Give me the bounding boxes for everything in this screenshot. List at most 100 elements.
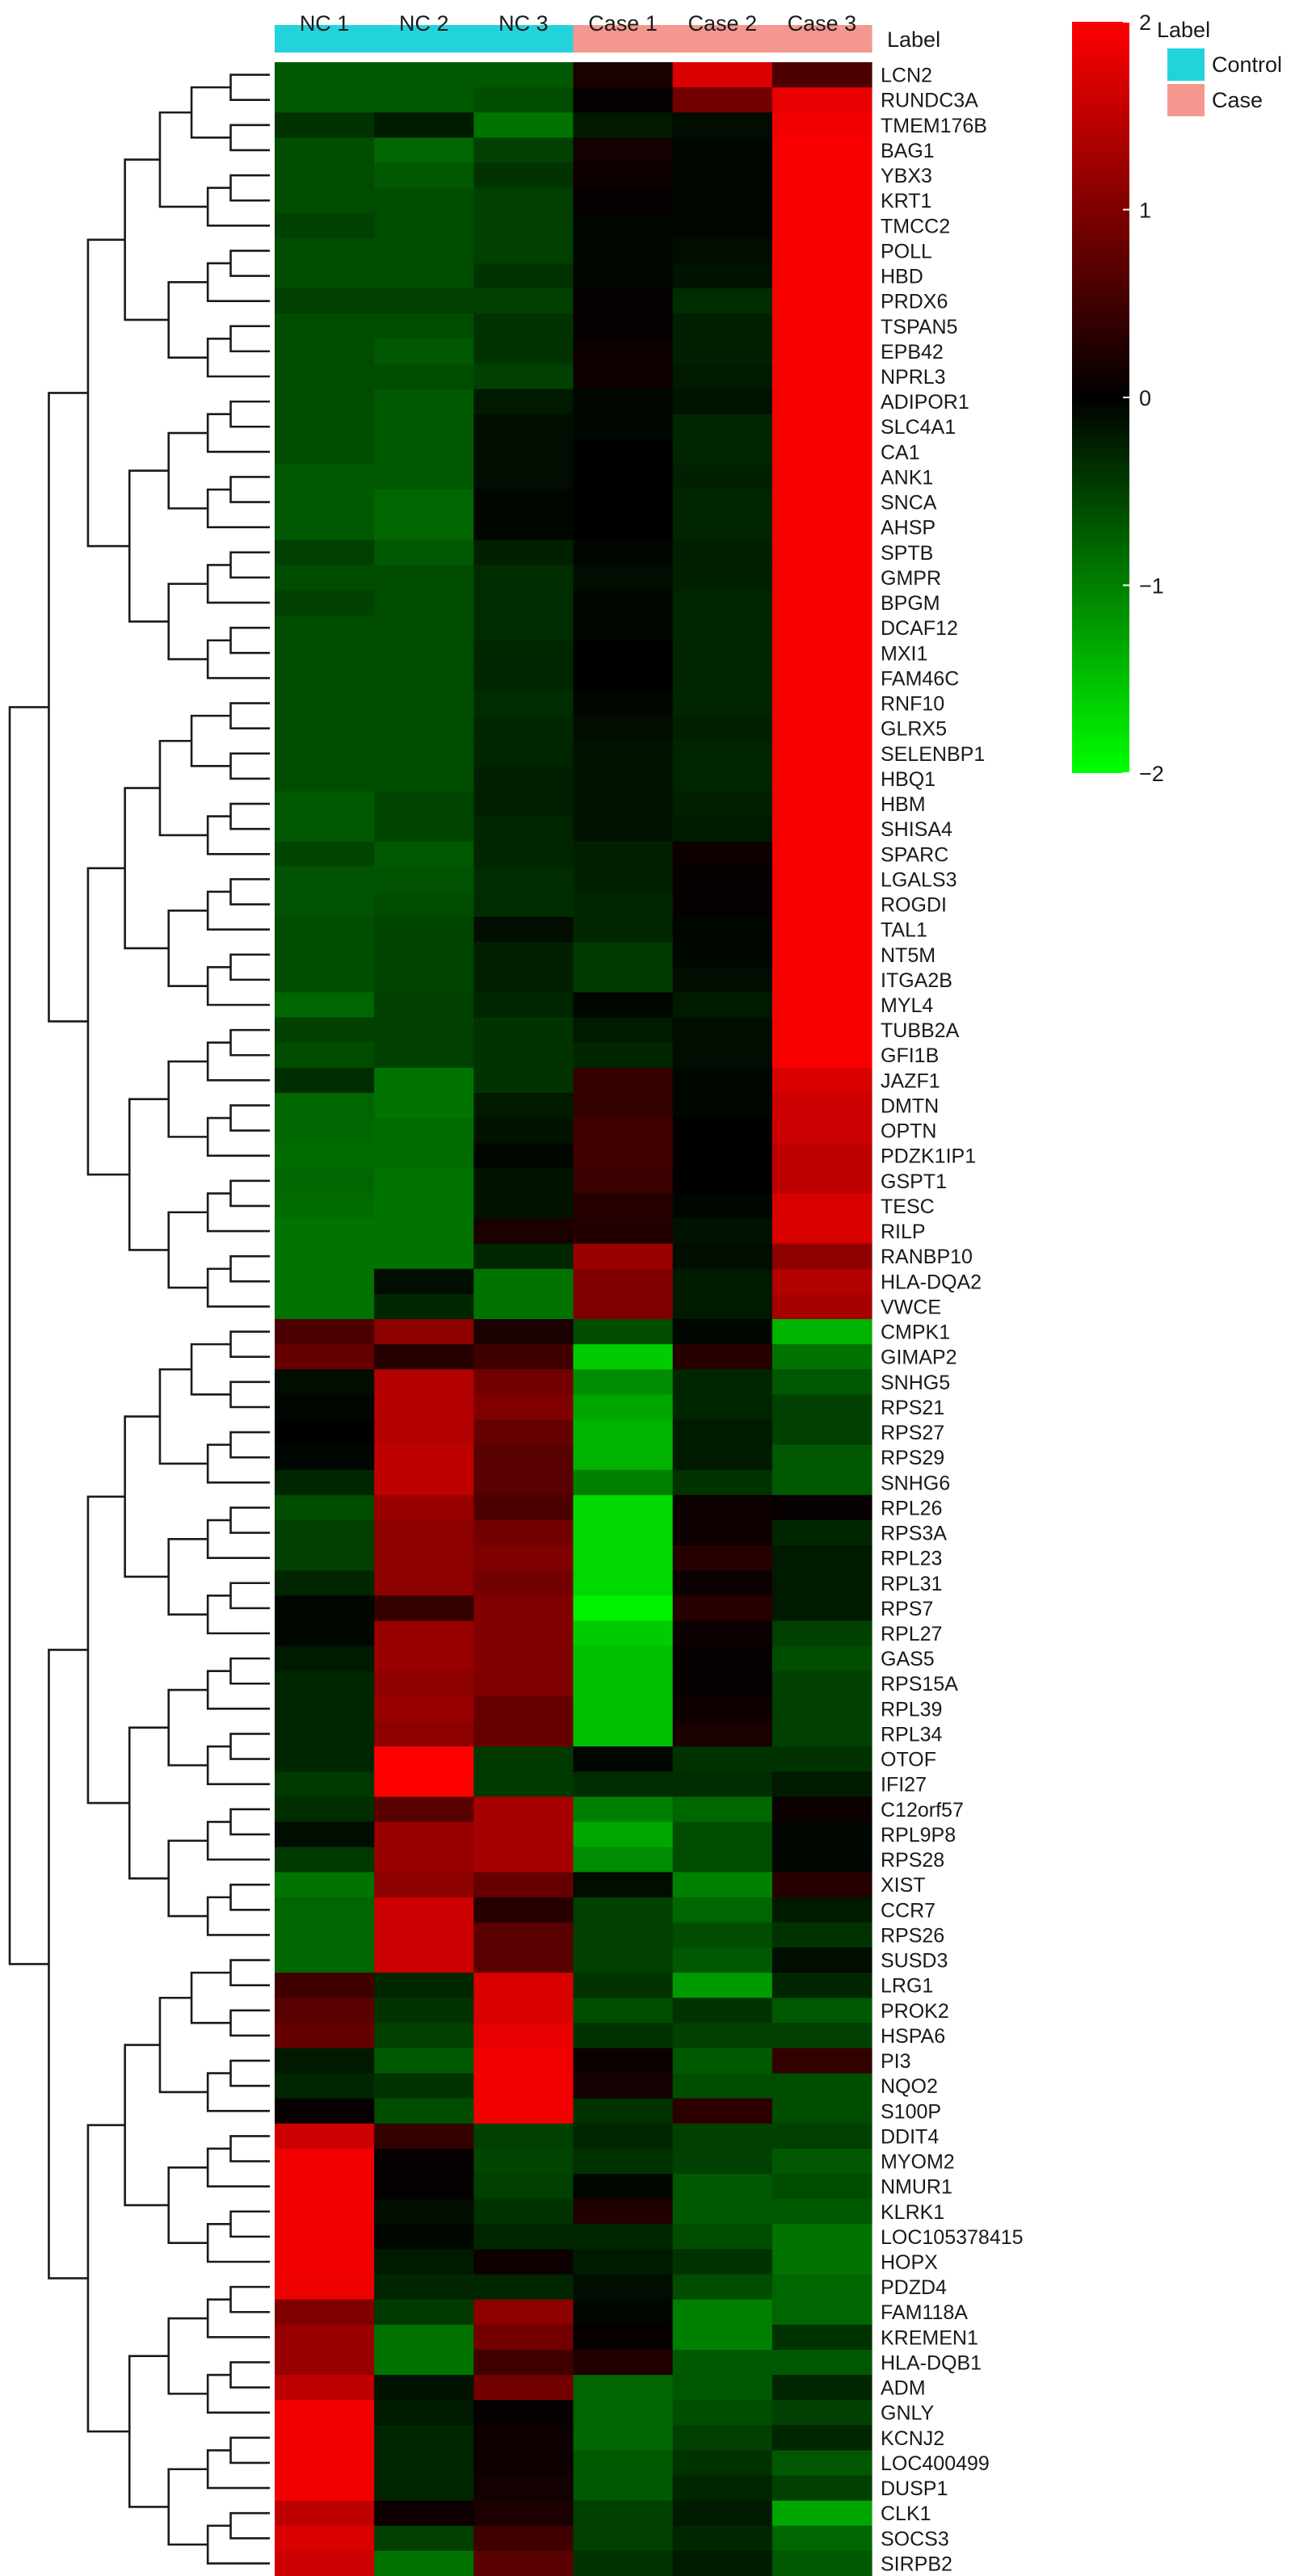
dendrogram-branch	[128, 1098, 169, 1251]
heatmap-cell	[573, 137, 674, 164]
heatmap-cell	[772, 866, 872, 893]
heatmap-cell	[473, 1092, 574, 1119]
heatmap-cell	[374, 1193, 474, 1220]
heatmap-cell	[772, 1168, 872, 1194]
dendrogram-branch	[229, 2285, 270, 2313]
heatmap-cell	[772, 665, 872, 691]
heatmap-cell	[573, 1319, 674, 1345]
heatmap-cell	[772, 389, 872, 415]
gene-label: RNF10	[881, 693, 944, 716]
heatmap-cell	[573, 1670, 674, 1697]
heatmap-cell	[275, 1243, 375, 1270]
heatmap-cell	[374, 2174, 474, 2200]
heatmap-cell	[672, 212, 773, 239]
heatmap-cell	[672, 1847, 773, 1873]
dendrogram-branch	[48, 1649, 88, 2280]
heatmap-cell	[473, 1444, 574, 1471]
heatmap-cell	[672, 891, 773, 918]
heatmap-cell	[473, 2324, 574, 2351]
heatmap-cell	[772, 1771, 872, 1797]
heatmap-cell	[374, 2023, 474, 2049]
heatmap-cell	[573, 1143, 674, 1169]
legend-swatch-control	[1167, 48, 1205, 81]
heatmap-cell	[672, 1319, 773, 1345]
gene-label: RPS27	[881, 1422, 944, 1444]
gene-label: SPARC	[881, 843, 948, 866]
heatmap-cell	[672, 263, 773, 289]
gene-label: LOC400499	[881, 2452, 990, 2475]
heatmap-cell	[473, 439, 574, 465]
heatmap-cell	[473, 2199, 574, 2225]
dendrogram-branch	[124, 158, 169, 321]
gene-label: LOC105378415	[881, 2226, 1024, 2249]
heatmap-cell	[374, 1092, 474, 1119]
heatmap-cell	[672, 1948, 773, 1973]
heatmap-cell	[573, 1218, 674, 1245]
heatmap-cell	[374, 590, 474, 616]
heatmap-cell	[573, 1973, 674, 1998]
heatmap-cell	[473, 515, 574, 540]
heatmap-cell	[374, 866, 474, 893]
heatmap-cell	[573, 917, 674, 943]
heatmap-cell	[772, 1746, 872, 1772]
heatmap-cell	[573, 1721, 674, 1747]
heatmap-cell	[772, 615, 872, 641]
heatmap-cell	[573, 665, 674, 691]
heatmap-cell	[573, 565, 674, 591]
heatmap-cell	[672, 2475, 773, 2502]
heatmap-cell	[672, 1620, 773, 1647]
heatmap-cell	[672, 1419, 773, 1446]
heatmap-cell	[473, 112, 574, 138]
gene-label: MYOM2	[881, 2151, 955, 2174]
heatmap-cell	[573, 2073, 674, 2099]
heatmap-cell	[672, 1872, 773, 1898]
heatmap-cell	[275, 1746, 375, 1772]
heatmap-cell	[275, 414, 375, 440]
heatmap-cell	[473, 665, 574, 691]
dendrogram-branch	[167, 1211, 208, 1289]
heatmap-cell	[573, 2375, 674, 2401]
heatmap-cell	[473, 1645, 574, 1672]
heatmap-cell	[473, 2375, 574, 2401]
gene-label: OTOF	[881, 1749, 936, 1771]
heatmap-cell	[374, 1897, 474, 1923]
heatmap-cell	[275, 716, 375, 742]
dendrogram-branch	[206, 413, 270, 453]
annotation-cell-2	[473, 25, 574, 53]
heatmap-cell	[772, 414, 872, 440]
heatmap-cell	[275, 2249, 375, 2276]
heatmap-cell	[672, 816, 773, 843]
heatmap-cell	[473, 816, 574, 843]
gene-label: ADM	[881, 2377, 926, 2400]
dendrogram-branch	[229, 1733, 270, 1760]
heatmap-cell	[473, 2048, 574, 2074]
heatmap-cell	[473, 162, 574, 189]
heatmap-cell	[772, 565, 872, 591]
heatmap-cell	[275, 1620, 375, 1647]
dendrogram-branch	[86, 2124, 130, 2433]
dendrogram-branch	[206, 488, 270, 529]
dendrogram-branch	[229, 1254, 270, 1283]
dendrogram-branch	[229, 250, 270, 277]
heatmap-cell	[473, 1243, 574, 1270]
heatmap-cell	[772, 1721, 872, 1747]
gene-label: CMPK1	[881, 1322, 950, 1344]
heatmap-cell	[573, 288, 674, 314]
heatmap-cell	[573, 2425, 674, 2451]
heatmap-cell	[672, 2249, 773, 2276]
heatmap-cell	[374, 515, 474, 540]
heatmap-cell	[672, 2023, 773, 2049]
heatmap-cell	[573, 590, 674, 616]
heatmap-cell	[275, 1344, 375, 1370]
dendrogram-branch	[229, 1330, 270, 1358]
dendrogram-branch	[206, 966, 270, 1006]
heatmap-cell	[275, 1092, 375, 1119]
heatmap-cell	[672, 515, 773, 540]
gene-label: CA1	[881, 441, 920, 464]
heatmap-cell	[772, 2425, 872, 2451]
heatmap-cell	[672, 1897, 773, 1923]
heatmap-cell	[672, 1369, 773, 1395]
heatmap-cell	[573, 1696, 674, 1722]
heatmap-cell	[772, 1042, 872, 1069]
heatmap-cell	[573, 212, 674, 239]
